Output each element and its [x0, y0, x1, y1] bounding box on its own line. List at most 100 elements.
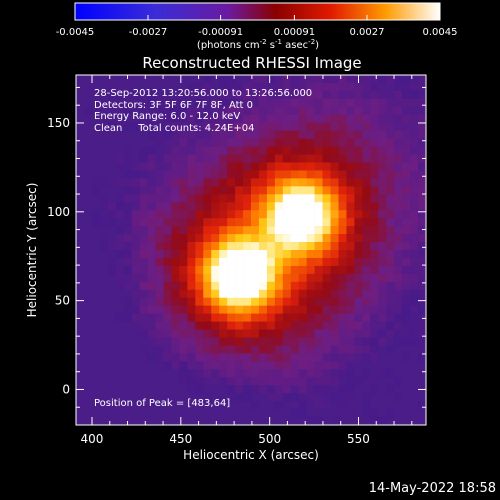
heatmap-pixel [322, 242, 331, 251]
heatmap-pixel [394, 138, 403, 147]
heatmap-pixel [251, 218, 260, 227]
heatmap-pixel [282, 250, 292, 259]
heatmap-pixel [187, 337, 196, 346]
heatmap-pixel [274, 210, 284, 219]
heatmap-pixel [362, 337, 371, 346]
heatmap-pixel [99, 234, 109, 243]
heatmap-pixel [251, 178, 260, 187]
heatmap-pixel [203, 377, 212, 386]
heatmap-pixel [123, 305, 132, 314]
heatmap-pixel [410, 138, 419, 147]
heatmap-pixel [139, 281, 148, 291]
heatmap-pixel [402, 242, 411, 251]
heatmap-pixel [163, 234, 172, 243]
heatmap-pixel [290, 210, 300, 219]
heatmap-pixel [338, 178, 347, 187]
heatmap-pixel [314, 75, 323, 84]
heatmap-pixel [306, 265, 315, 275]
heatmap-pixel [306, 242, 315, 251]
heatmap-pixel [346, 234, 355, 243]
heatmap-pixel [251, 289, 260, 299]
heatmap-pixel [314, 281, 323, 291]
heatmap-pixel [155, 178, 164, 187]
heatmap-pixel [258, 194, 268, 203]
heatmap-pixel [418, 281, 426, 291]
heatmap-pixel [298, 186, 307, 195]
heatmap-pixel [362, 138, 371, 147]
heatmap-pixel [386, 170, 395, 179]
heatmap-pixel [266, 186, 276, 195]
heatmap-pixel [362, 122, 371, 131]
heatmap-pixel [219, 345, 228, 354]
heatmap-pixel [219, 289, 228, 299]
heatmap-pixel [394, 146, 403, 155]
heatmap-pixel [258, 138, 268, 147]
heatmap-pixel [378, 305, 387, 314]
heatmap-pixel [203, 361, 212, 370]
heatmap-pixel [235, 305, 244, 314]
heatmap-pixel [418, 106, 426, 116]
heatmap-pixel [290, 242, 300, 251]
heatmap-pixel [115, 234, 125, 243]
heatmap-pixel [139, 289, 148, 299]
heatmap-pixel [394, 297, 403, 306]
heatmap-pixel [211, 265, 220, 275]
heatmap-pixel [251, 401, 260, 410]
heatmap-pixel [171, 178, 180, 187]
heatmap-pixel [139, 170, 148, 179]
heatmap-pixel [314, 242, 323, 251]
heatmap-pixel [274, 170, 284, 179]
heatmap-pixel [298, 377, 307, 386]
heatmap-pixel [243, 250, 252, 259]
heatmap-pixel [346, 130, 355, 139]
heatmap-pixel [314, 202, 323, 211]
heatmap-pixel [266, 154, 276, 163]
heatmap-pixel [258, 289, 268, 299]
heatmap-pixel [139, 234, 148, 243]
heatmap-pixel [378, 226, 387, 235]
heatmap-pixel [187, 162, 196, 171]
heatmap-pixel [290, 281, 300, 291]
heatmap-pixel [306, 186, 315, 195]
heatmap-pixel [314, 321, 323, 330]
heatmap-pixel [378, 138, 387, 147]
heatmap-pixel [322, 202, 331, 211]
heatmap-pixel [211, 130, 220, 139]
heatmap-pixel [251, 130, 260, 139]
heatmap-pixel [370, 409, 379, 418]
heatmap-pixel [410, 178, 419, 187]
heatmap-pixel [235, 385, 244, 394]
heatmap-pixel [290, 289, 300, 299]
heatmap-pixel [354, 242, 363, 251]
heatmap-pixel [290, 82, 300, 92]
heatmap-pixel [274, 281, 284, 291]
heatmap-pixel [386, 178, 395, 187]
y-tick-label: 150 [47, 116, 70, 130]
heatmap-pixel [394, 154, 403, 163]
heatmap-pixel [258, 297, 268, 306]
heatmap-pixel [290, 186, 300, 195]
heatmap-pixel [298, 297, 307, 306]
heatmap-pixel [131, 234, 140, 243]
heatmap-pixel [187, 82, 196, 92]
heatmap-pixels [83, 75, 426, 425]
heatmap-pixel [211, 369, 220, 378]
heatmap-pixel [330, 122, 339, 131]
heatmap-pixel [314, 106, 323, 116]
heatmap-pixel [362, 409, 371, 418]
heatmap-pixel [91, 186, 101, 195]
heatmap-pixel [227, 297, 236, 306]
heatmap-pixel [203, 186, 212, 195]
heatmap-pixel [354, 226, 363, 235]
heatmap-pixel [266, 122, 276, 131]
heatmap-pixel [298, 82, 307, 92]
heatmap-pixel [354, 313, 363, 322]
heatmap-pixel [187, 281, 196, 291]
heatmap-pixel [290, 305, 300, 314]
heatmap-pixel [266, 218, 276, 227]
heatmap-pixel [211, 234, 220, 243]
heatmap-pixel [394, 114, 403, 124]
heatmap-pixel [115, 242, 125, 251]
heatmap-pixel [195, 210, 204, 219]
heatmap-pixel [251, 106, 260, 116]
